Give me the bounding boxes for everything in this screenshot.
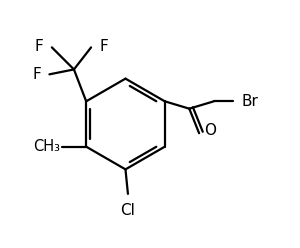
Text: F: F <box>32 67 41 82</box>
Text: Br: Br <box>241 94 258 109</box>
Text: Cl: Cl <box>121 203 135 218</box>
Text: CH₃: CH₃ <box>33 139 60 154</box>
Text: F: F <box>100 39 108 54</box>
Text: F: F <box>34 39 43 54</box>
Text: O: O <box>204 123 216 138</box>
